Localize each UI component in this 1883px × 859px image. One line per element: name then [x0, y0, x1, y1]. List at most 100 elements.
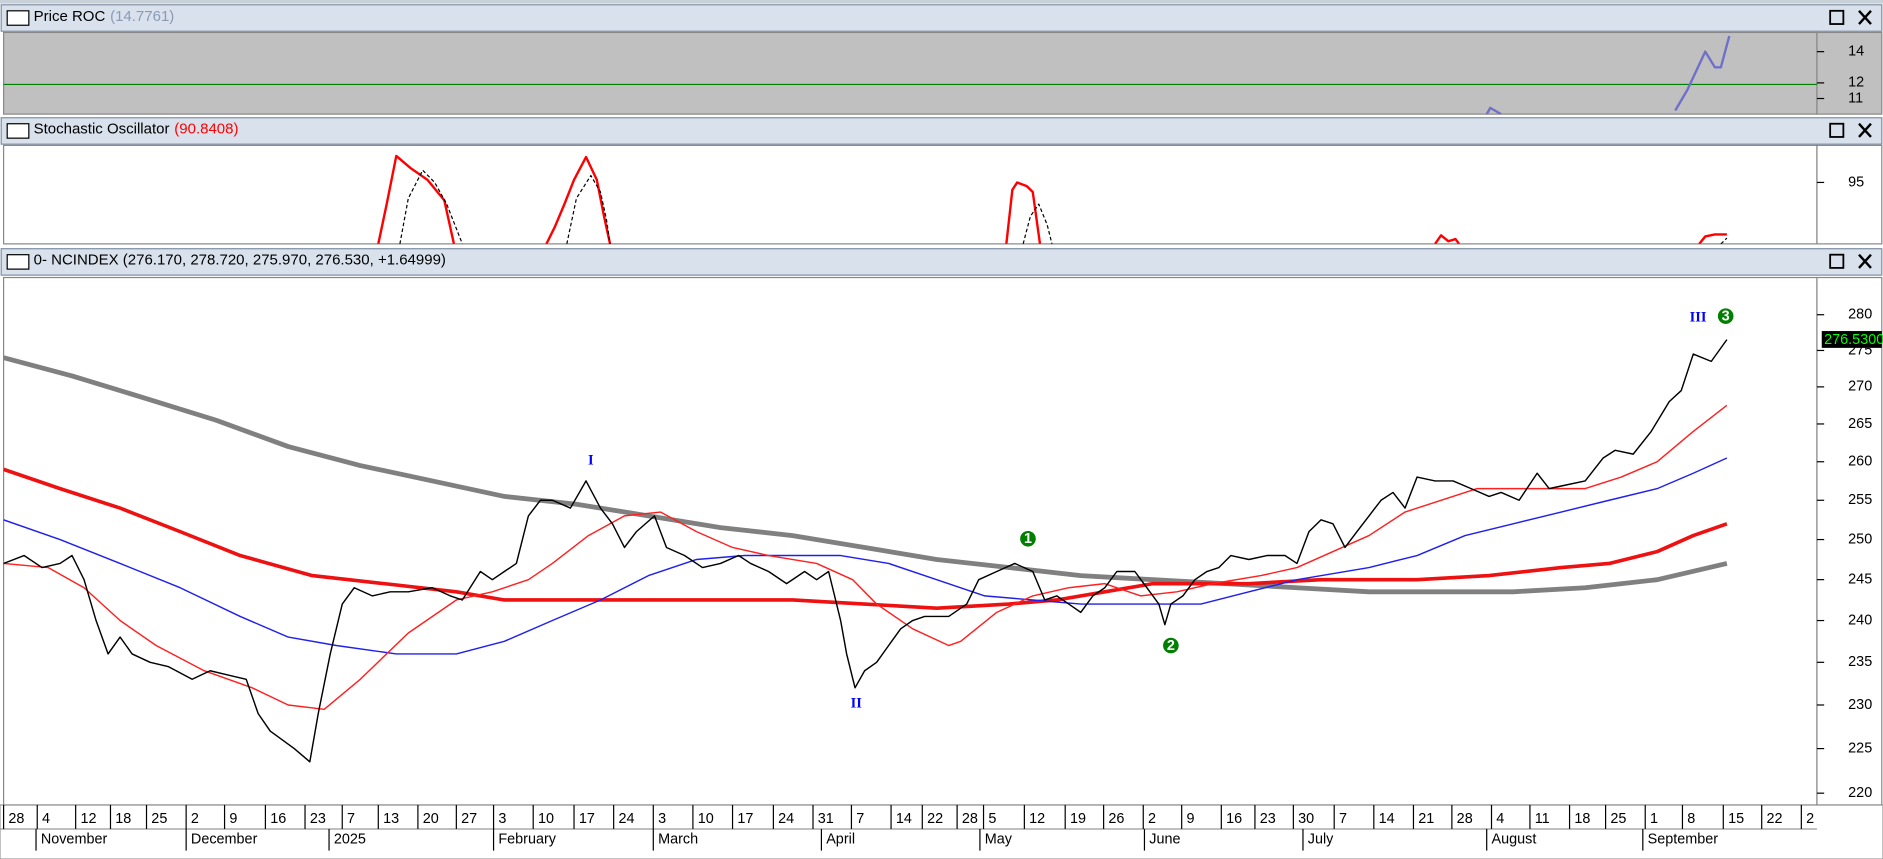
month-label: July — [1308, 832, 1334, 848]
top-strip — [0, 0, 1883, 4]
y-tick-label: 235 — [1848, 654, 1872, 670]
pane-header: 0- NCINDEX (276.170, 278.720, 275.970, 2… — [0, 248, 1883, 276]
x-tick-label: 2 — [191, 811, 199, 827]
x-tick-label: 30 — [1298, 811, 1314, 827]
series-line — [399, 169, 1728, 244]
x-tick-label: 12 — [1029, 811, 1045, 827]
x-tick-label: 17 — [737, 811, 753, 827]
y-tick-label: 245 — [1848, 571, 1872, 587]
price-axis — [1816, 276, 1883, 806]
month-label: June — [1149, 832, 1180, 848]
x-tick-label: 31 — [818, 811, 834, 827]
price-axis — [1816, 31, 1883, 115]
x-tick-label: 28 — [962, 811, 978, 827]
x-tick-label: 18 — [115, 811, 131, 827]
pane-icon[interactable] — [6, 254, 30, 270]
x-tick-label: 7 — [1339, 811, 1347, 827]
x-tick-label: 21 — [1418, 811, 1434, 827]
y-tick-label: 265 — [1848, 416, 1872, 432]
y-tick-label: 225 — [1848, 740, 1872, 756]
series-line — [3, 404, 1728, 711]
close-button[interactable] — [1858, 122, 1872, 138]
x-tick-label: 9 — [229, 811, 237, 827]
pane-header: Price ROC (14.7761) — [0, 4, 1883, 32]
x-tick-label: 2 — [1148, 811, 1156, 827]
x-tick-label: 11 — [1535, 811, 1550, 827]
x-tick-label: 17 — [579, 811, 595, 827]
y-tick-label: 240 — [1848, 612, 1872, 628]
wave-label: 2 — [1167, 638, 1175, 654]
price-axis — [1816, 144, 1883, 245]
pane-icon[interactable] — [6, 123, 30, 139]
plot-layer — [3, 35, 1817, 115]
x-tick-label: 1 — [1650, 811, 1658, 827]
header-bar — [0, 248, 1883, 276]
y-tick-label: 14 — [1848, 43, 1864, 59]
plot-area — [3, 276, 1818, 806]
x-tick-label: 14 — [1379, 811, 1395, 827]
x-tick-label: 4 — [42, 811, 50, 827]
x-tick-label: 5 — [988, 811, 996, 827]
x-tick-label: 28 — [8, 811, 24, 827]
month-label: August — [1492, 832, 1537, 848]
x-tick-label: 3 — [498, 811, 506, 827]
maximize-button[interactable] — [1829, 253, 1845, 269]
series-line — [3, 467, 1728, 610]
y-tick-label: 260 — [1848, 454, 1872, 470]
x-tick-label: 19 — [1070, 811, 1086, 827]
wave-label: III — [1690, 310, 1707, 326]
month-label: November — [41, 832, 108, 848]
x-tick-label: 7 — [856, 811, 864, 827]
wave-marker — [1020, 530, 1036, 547]
series-line — [1485, 35, 1731, 115]
y-tick-label: 12 — [1848, 75, 1864, 91]
plot-layer — [3, 339, 1728, 763]
x-tick-label: 13 — [383, 811, 399, 827]
last-price-label: 276.5300 — [1824, 332, 1883, 348]
month-label: March — [658, 832, 698, 848]
month-label: 2025 — [334, 832, 366, 848]
y-tick-label: 270 — [1848, 379, 1872, 395]
x-tick-label: 23 — [1260, 811, 1276, 827]
close-button[interactable] — [1858, 253, 1872, 269]
x-tick-label: 8 — [1687, 811, 1695, 827]
x-tick-label: 7 — [347, 811, 355, 827]
y-tick-label: 220 — [1848, 785, 1872, 801]
x-tick-label: 23 — [310, 811, 326, 827]
header-bar — [0, 117, 1883, 145]
pane-header: Stochastic Oscillator (90.8408) — [0, 117, 1883, 145]
x-tick-label: 16 — [270, 811, 286, 827]
x-tick-label: 28 — [1457, 811, 1473, 827]
wave-marker — [1163, 637, 1179, 654]
pane-value: (14.7761) — [110, 8, 174, 25]
y-tick-label: 255 — [1848, 492, 1872, 508]
x-tick-label: 12 — [80, 811, 96, 827]
wave-label: II — [851, 695, 863, 711]
x-tick-label: 27 — [461, 811, 477, 827]
close-button[interactable] — [1858, 10, 1872, 25]
pane-title: 0- NCINDEX (276.170, 278.720, 275.970, 2… — [34, 252, 446, 269]
plot-area — [3, 144, 1818, 245]
header-bar — [0, 4, 1883, 32]
series-line — [3, 457, 1728, 655]
x-tick-label: 22 — [1767, 811, 1783, 827]
pane-icon[interactable] — [6, 10, 30, 26]
x-tick-label: 14 — [896, 811, 912, 827]
plot-layer — [377, 154, 1728, 244]
series-line — [3, 339, 1728, 763]
x-tick-label: 16 — [1226, 811, 1242, 827]
pane-title: Stochastic Oscillator — [34, 121, 170, 138]
maximize-button[interactable] — [1829, 122, 1845, 138]
x-tick-label: 15 — [1728, 811, 1744, 827]
x-tick-label: 22 — [927, 811, 943, 827]
x-tick-label: 4 — [1496, 811, 1504, 827]
wave-label: 3 — [1722, 309, 1730, 325]
x-tick-label: 9 — [1186, 811, 1194, 827]
plot-area — [3, 31, 1818, 115]
y-tick-label: 95 — [1848, 174, 1864, 190]
maximize-button[interactable] — [1829, 9, 1845, 25]
x-tick-label: 25 — [151, 811, 167, 827]
x-tick-label: 25 — [1610, 811, 1626, 827]
y-tick-label: 250 — [1848, 531, 1872, 547]
